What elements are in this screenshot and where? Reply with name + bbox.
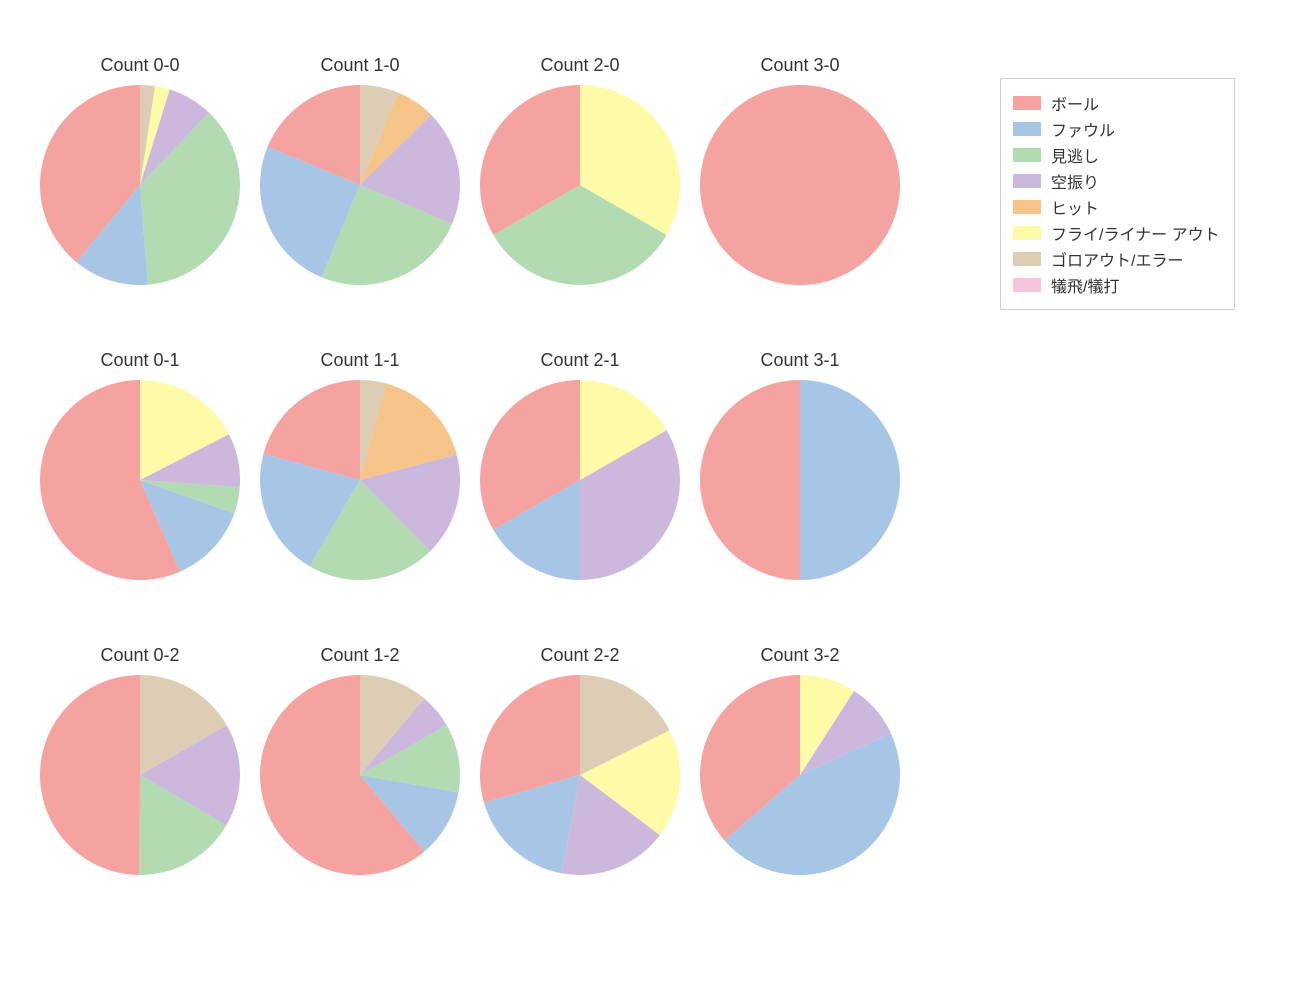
legend-swatch [1013,174,1041,188]
pie-slice [40,675,140,875]
pie-chart [700,380,900,580]
legend-label: 犠飛/犠打 [1051,273,1119,297]
legend: ボールファウル見逃し空振りヒットフライ/ライナー アウトゴロアウト/エラー犠飛/… [1000,78,1235,310]
legend-label: ボール [1051,91,1099,115]
pie-title: Count 0-1 [30,350,250,371]
pie-title: Count 3-1 [690,350,910,371]
pie-chart [480,675,680,875]
legend-label: 見逃し [1051,143,1099,167]
legend-swatch [1013,96,1041,110]
pie-title: Count 3-2 [690,645,910,666]
legend-item: 見逃し [1013,143,1220,167]
legend-swatch [1013,252,1041,266]
legend-item: ヒット [1013,195,1220,219]
pie-title: Count 0-2 [30,645,250,666]
legend-item: 空振り [1013,169,1220,193]
legend-item: ゴロアウト/エラー [1013,247,1220,271]
pie-slice [800,380,900,580]
pie-title: Count 3-0 [690,55,910,76]
pie-chart [700,85,900,285]
pie-chart [260,380,460,580]
pie-title: Count 1-0 [250,55,470,76]
pie-title: Count 2-1 [470,350,690,371]
legend-label: 空振り [1051,169,1099,193]
pie-chart [40,85,240,285]
pie-chart [40,380,240,580]
legend-item: フライ/ライナー アウト [1013,221,1220,245]
pie-chart [700,675,900,875]
chart-grid: Count 0-039.012.236.6Count 1-018.825.025… [0,0,1300,1000]
pie-chart [480,380,680,580]
pie-chart [260,675,460,875]
pie-chart [480,85,680,285]
legend-swatch [1013,148,1041,162]
legend-swatch [1013,226,1041,240]
legend-swatch [1013,200,1041,214]
legend-swatch [1013,122,1041,136]
pie-chart [40,675,240,875]
legend-label: ヒット [1051,195,1099,219]
pie-slice [700,380,800,580]
pie-title: Count 1-2 [250,645,470,666]
legend-label: ゴロアウト/エラー [1051,247,1183,271]
pie-title: Count 2-0 [470,55,690,76]
legend-item: ボール [1013,91,1220,115]
pie-slice [700,85,900,285]
legend-item: 犠飛/犠打 [1013,273,1220,297]
pie-title: Count 2-2 [470,645,690,666]
legend-swatch [1013,278,1041,292]
pie-title: Count 1-1 [250,350,470,371]
legend-item: ファウル [1013,117,1220,141]
legend-label: フライ/ライナー アウト [1051,221,1220,245]
legend-label: ファウル [1051,117,1115,141]
pie-title: Count 0-0 [30,55,250,76]
pie-chart [260,85,460,285]
